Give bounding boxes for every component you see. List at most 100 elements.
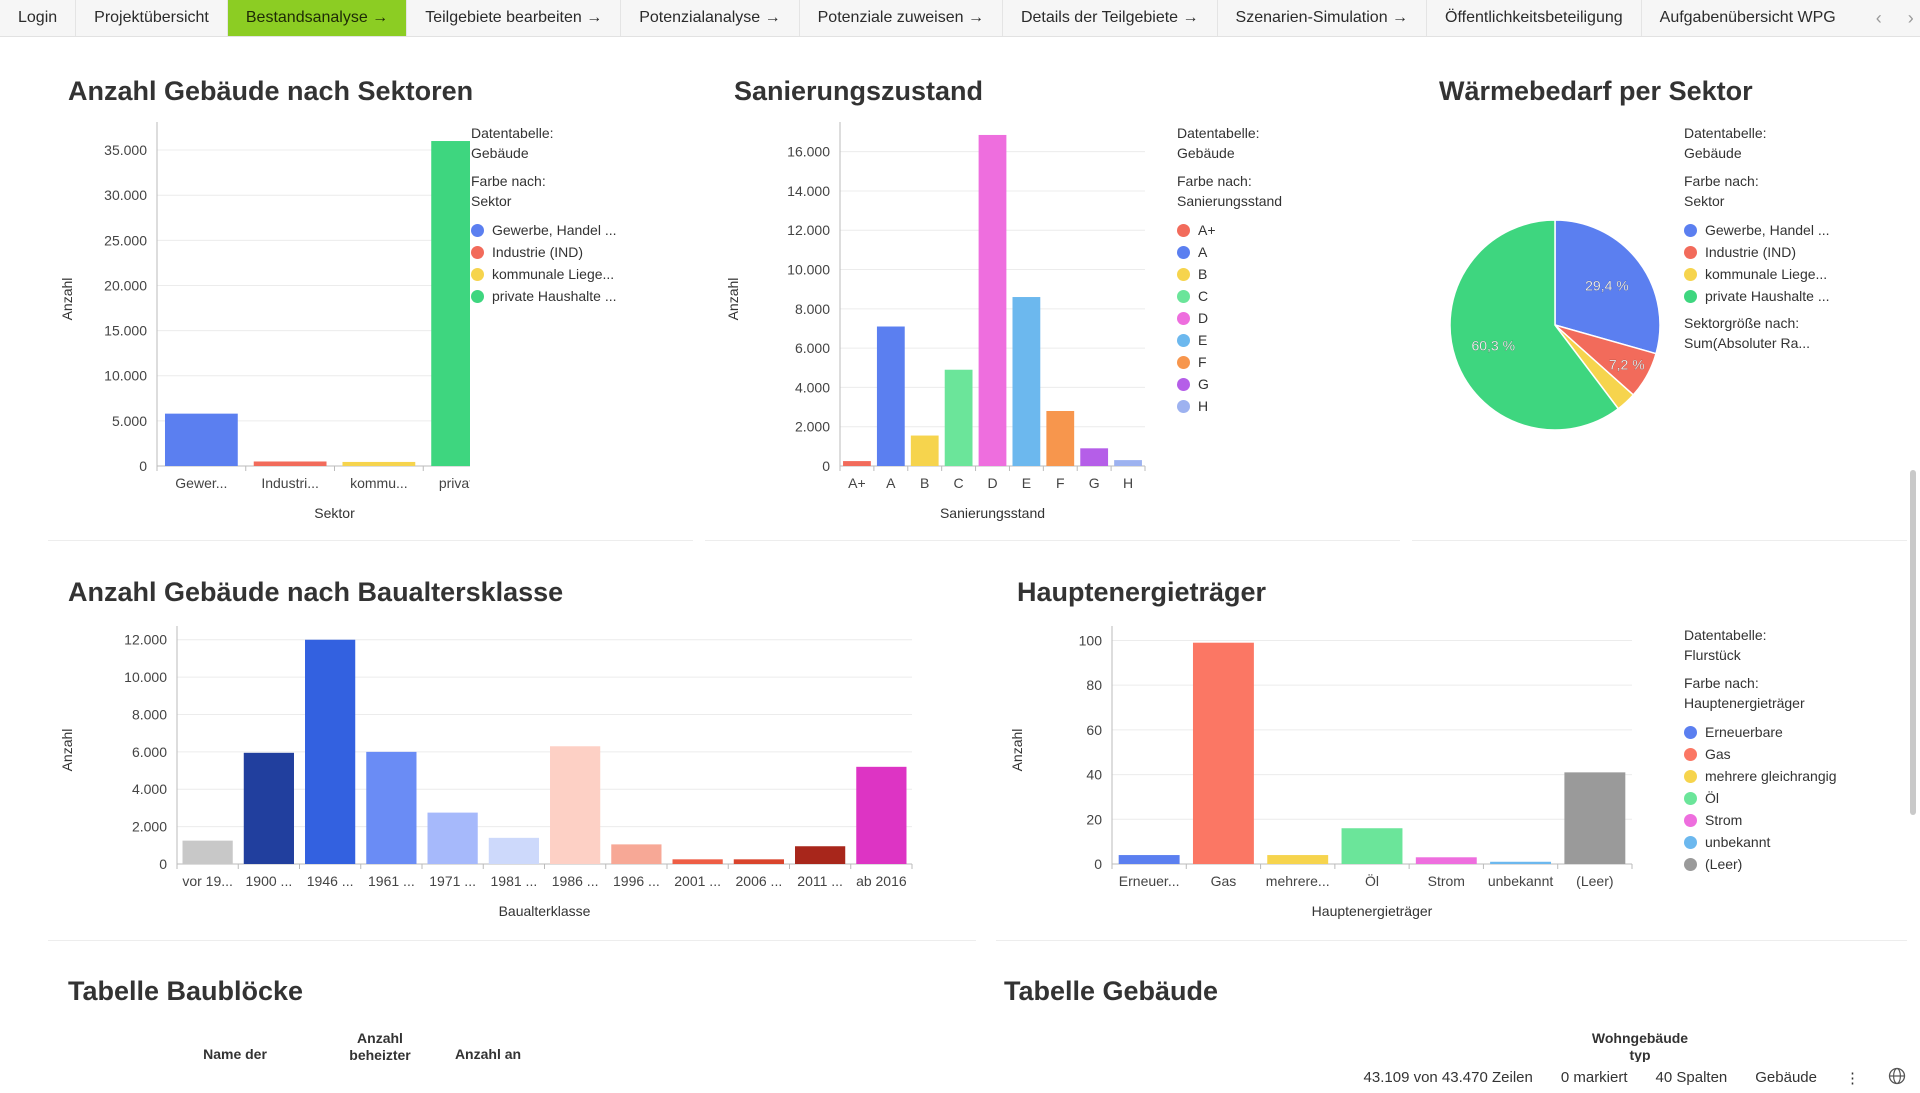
y-tick-label: 80 [1086,677,1102,693]
globe-icon[interactable] [1888,1067,1906,1089]
legend-item[interactable]: Gewerbe, Handel ... [471,219,617,241]
legend-swatch [1684,289,1697,303]
legend-swatch [471,289,484,303]
bar[interactable] [342,461,416,466]
bar[interactable] [1490,861,1552,864]
status-table[interactable]: Gebäude [1755,1069,1817,1086]
chevron-left-icon[interactable]: ‹ [1875,7,1882,28]
bar[interactable] [944,369,973,466]
bar[interactable] [1114,460,1142,466]
legend-item[interactable]: F [1177,351,1282,373]
tab-potenzialanalyse[interactable]: Potenzialanalyse → [621,0,800,36]
legend-item[interactable]: private Haushalte ... [1684,285,1830,307]
more-icon[interactable]: ⋮ [1845,1069,1860,1087]
table-header-name[interactable]: Name der [203,1046,267,1062]
table-header-anzahl-an[interactable]: Anzahl an [454,1046,522,1062]
bar[interactable] [1341,828,1403,864]
legend-item[interactable]: A+ [1177,219,1282,241]
bar[interactable] [876,326,905,466]
legend-item[interactable]: (Leer) [1684,853,1837,875]
status-columns: 40 Spalten [1655,1069,1728,1086]
y-tick-label: 4.000 [795,379,830,395]
legend-item[interactable]: Industrie (IND) [1684,241,1830,263]
legend-swatch [1684,725,1697,739]
x-tick-label: Industri... [261,475,319,491]
chart-waermebedarf[interactable]: 29,4 % 7,2 % 60,3 % [1440,210,1670,440]
legend-item[interactable]: private Haushalte ... [471,285,617,307]
bar[interactable] [1564,772,1626,864]
tab-teilgebiete-bearbeiten[interactable]: Teilgebiete bearbeiten → [407,0,622,36]
bar[interactable] [1118,855,1180,864]
tab-potenziale-zuweisen[interactable]: Potenziale zuweisen → [800,0,1003,36]
legend-item[interactable]: G [1177,373,1282,395]
table-header-wohngebaeude-typ[interactable]: Wohngebäude typ [1591,1030,1689,1062]
legend-item[interactable]: C [1177,285,1282,307]
legend-label: kommunale Liege... [1705,266,1828,282]
legend-item[interactable]: Gewerbe, Handel ... [1684,219,1830,241]
bar[interactable] [488,837,539,864]
legend-label: B [1198,266,1208,282]
chart-baualter[interactable]: 0 2.000 4.000 6.000 8.000 10.000 12.000 vor 19.… [60,622,930,922]
pie-slice[interactable] [1449,219,1620,431]
legend-item[interactable]: mehrere gleichrangig [1684,765,1837,787]
pie-slice[interactable] [1554,219,1661,355]
bar[interactable] [1012,297,1041,466]
chart-energietraeger[interactable]: 0 20 40 60 80 100 Erneuer... Gas mehrere... Öl Str… [1010,622,1670,922]
legend-label: H [1198,398,1209,414]
table-header-anzahl-beheizter[interactable]: Anzahl beheizter [349,1030,411,1062]
legend-item[interactable]: D [1177,307,1282,329]
bar[interactable] [1080,448,1109,466]
legend-item[interactable]: Erneuerbare [1684,721,1837,743]
bar[interactable] [795,846,846,864]
bar[interactable] [672,859,723,864]
chart-sanierung[interactable]: 0 2.000 4.000 6.000 8.000 10.000 12.000 14.000 1… [726,120,1166,530]
tab-bestandsanalyse[interactable]: Bestandsanalyse → [227,0,408,36]
tab-projektuebersicht[interactable]: Projektübersicht [76,0,228,36]
bar[interactable] [843,461,871,466]
tab-login[interactable]: Login [0,0,77,36]
bar[interactable] [1046,410,1075,466]
legend-item[interactable]: Öl [1684,787,1837,809]
bar[interactable] [856,766,907,864]
bar[interactable] [733,859,784,864]
tab-aufgabenuebersicht[interactable]: Aufgabenübersicht WPG [1659,9,1836,26]
bar[interactable] [550,746,601,864]
vertical-scrollbar[interactable] [1910,470,1916,815]
y-tick-label: 25.000 [104,232,147,248]
legend-item[interactable]: Gas [1684,743,1837,765]
bar[interactable] [1192,642,1254,864]
x-tick-label: 1986 ... [552,873,599,889]
bar[interactable] [611,844,662,864]
legend-item[interactable]: A [1177,241,1282,263]
chevron-right-icon[interactable]: › [1907,7,1914,28]
legend-swatch [1177,377,1190,391]
y-tick-label: 6.000 [132,744,167,760]
bar[interactable] [427,812,478,864]
tab-oeffentlichkeitsbeteiligung[interactable]: Öffentlichkeitsbeteiligung [1427,0,1642,36]
legend-color-label: Farbe nach: [1684,173,1759,189]
legend-item[interactable]: kommunale Liege... [1684,263,1830,285]
legend-color-value: Hauptenergieträger [1684,695,1805,711]
bar[interactable] [182,840,233,864]
bar[interactable] [1267,855,1329,864]
chart-title-baualter: Anzahl Gebäude nach Baualtersklasse [68,577,564,607]
legend-item[interactable]: Strom [1684,809,1837,831]
bar[interactable] [243,752,294,864]
legend-item[interactable]: H [1177,395,1282,417]
bar[interactable] [305,639,356,864]
bar[interactable] [164,413,238,466]
tab-details-teilgebiete[interactable]: Details der Teilgebiete → [1003,0,1218,36]
tab-szenarien-simulation[interactable]: Szenarien-Simulation → [1218,0,1428,36]
chart-sektoren[interactable]: 0 5.000 10.000 15.000 20.000 25.000 30.000 35.0… [60,120,470,530]
legend-item[interactable]: Industrie (IND) [471,241,617,263]
legend-item[interactable]: kommunale Liege... [471,263,617,285]
bar[interactable] [1415,857,1477,864]
bar[interactable] [253,461,327,466]
legend-item[interactable]: E [1177,329,1282,351]
legend-item[interactable]: unbekannt [1684,831,1837,853]
bar[interactable] [978,134,1007,466]
bar[interactable] [910,435,939,466]
legend-item[interactable]: B [1177,263,1282,285]
bar[interactable] [366,751,417,864]
bar[interactable] [431,141,470,466]
